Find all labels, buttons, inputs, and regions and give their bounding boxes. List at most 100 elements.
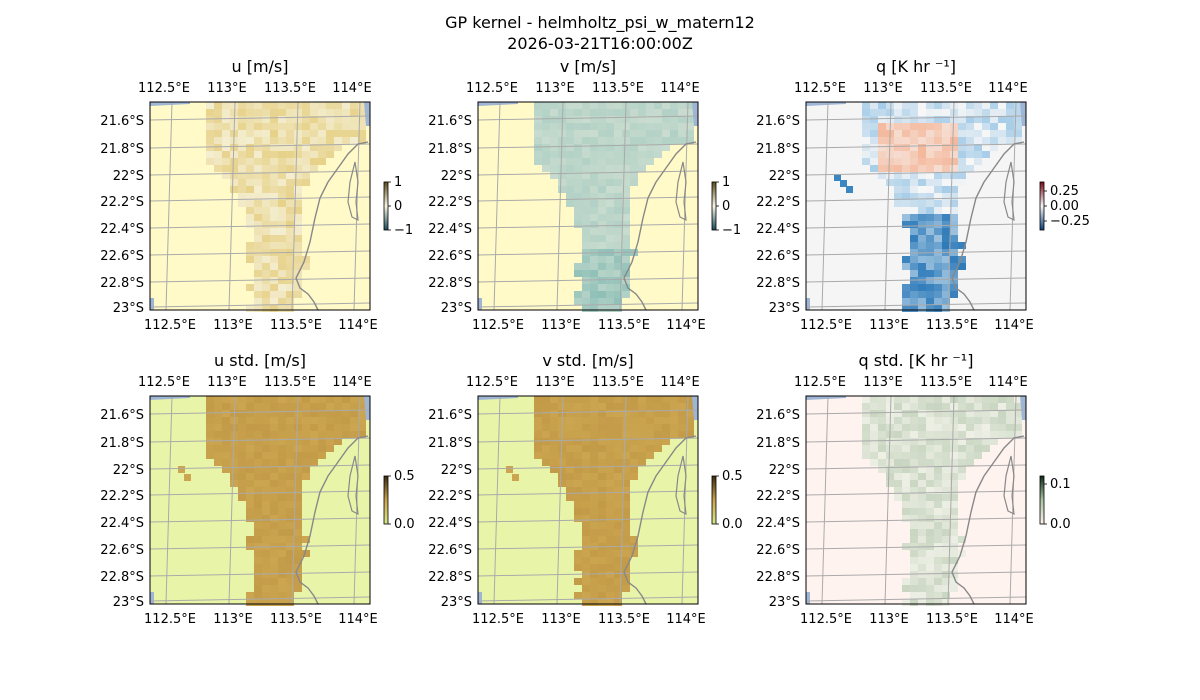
lat-gridline [149,490,371,496]
data-cell [294,207,302,214]
lon-tick-label-top: 113°E [535,81,575,96]
data-cell [310,151,318,158]
data-cell [278,298,286,305]
lon-gridline [619,101,627,311]
data-cell [574,424,582,431]
data-cell [910,501,918,508]
data-cell [606,130,614,137]
data-cell [270,585,278,592]
lat-gridline [805,277,1027,283]
data-cell [902,291,910,298]
data-cell [302,410,310,417]
data-cell [254,270,262,277]
data-cell [686,410,694,417]
data-cell [966,116,974,123]
data-cell [998,424,1006,431]
data-cell [942,207,950,214]
data-cell [310,438,318,445]
data-cell [598,221,606,228]
data-cell [590,585,598,592]
data-cell [862,424,870,431]
data-cell [886,158,894,165]
data-cell [974,158,982,165]
lat-gridline [477,277,699,283]
data-cell [254,151,262,158]
data-cell [894,445,902,452]
data-cell [942,501,950,508]
data-cell [294,200,302,207]
data-cell [910,116,918,123]
data-cell [206,130,214,137]
data-cell [614,221,622,228]
data-cell [606,207,614,214]
data-cell [918,536,926,543]
colorbar-tick-label: 0.00 [1050,199,1079,214]
data-cell [598,424,606,431]
data-cell [574,403,582,410]
data-cell [286,417,294,424]
data-cell [286,179,294,186]
data-cell [1006,431,1014,438]
data-cell [614,592,622,599]
data-cell [606,578,614,585]
data-cell [910,193,918,200]
data-cell [958,438,966,445]
data-cell [878,466,886,473]
colorbar-tick-label: 0.25 [1050,184,1079,199]
lon-tick-label-top: 113°E [863,81,903,96]
data-cell [942,403,950,410]
data-cell [982,130,990,137]
data-cell [550,172,558,179]
data-cell [926,515,934,522]
data-cell [582,459,590,466]
data-cell [590,599,598,606]
data-cell [926,186,934,193]
data-cell [598,200,606,207]
data-cell [662,144,670,151]
data-cell [606,200,614,207]
data-cell [686,396,694,403]
data-cell [926,158,934,165]
data-cell [598,529,606,536]
data-cell [310,123,318,130]
data-cell [598,459,606,466]
data-cell [254,137,262,144]
data-cell [206,158,214,165]
data-cell [950,578,958,585]
lon-tick-label-bottom: 113.5°E [270,318,322,333]
data-cell [942,158,950,165]
data-cell [606,410,614,417]
data-cell [550,116,558,123]
lat-gridline [805,196,1027,202]
colorbar-bar [711,475,717,525]
data-cell [302,109,310,116]
data-cell [270,452,278,459]
data-cell [886,396,894,403]
data-cell [278,515,286,522]
lat-gridline [149,250,371,256]
data-cell [902,494,910,501]
data-cell [910,270,918,277]
colorbar-tick-label: 0.0 [1050,517,1071,532]
data-cell [254,445,262,452]
data-cell [910,200,918,207]
data-cell [638,459,646,466]
data-cell [606,298,614,305]
data-cell [222,123,230,130]
data-cell [942,228,950,235]
data-cell [902,543,910,550]
data-cell [294,137,302,144]
data-cell [998,403,1006,410]
data-cell [630,424,638,431]
data-cell [942,515,950,522]
data-cell [270,263,278,270]
data-cell [958,452,966,459]
data-cell [910,599,918,606]
data-cell [606,522,614,529]
colorbar-bar [1039,475,1045,525]
data-cell [270,172,278,179]
lon-tick-label-top: 114°E [660,375,700,390]
data-cell [262,256,270,263]
data-cell [1006,102,1014,109]
data-cell [574,431,582,438]
